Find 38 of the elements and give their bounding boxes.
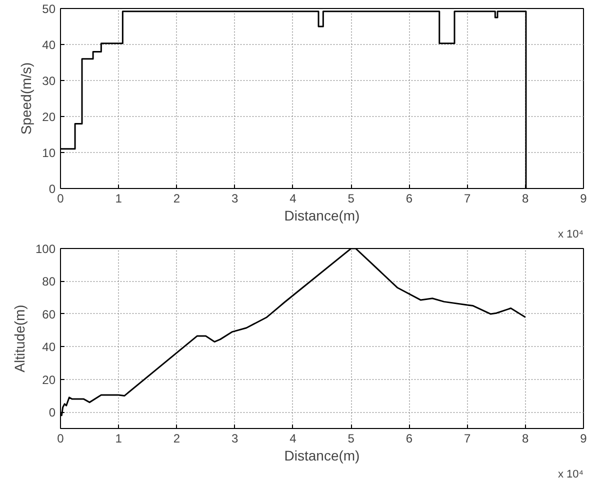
- y-tick-label: 100: [35, 242, 56, 256]
- x-tick-label: 1: [115, 432, 122, 446]
- y-tick-label: 20: [42, 372, 56, 387]
- x-tick-label: 5: [348, 192, 355, 206]
- y-tick-label: 0: [48, 406, 56, 420]
- x-tick-label: 0: [57, 192, 64, 206]
- x-tick-label: 9: [580, 192, 588, 206]
- y-tick-label: 40: [42, 38, 56, 52]
- x-tick-label: 6: [406, 192, 413, 206]
- x-tick-label: 3: [231, 432, 238, 446]
- text: x 10⁴: [558, 468, 584, 480]
- x-tick-label: 7: [464, 432, 471, 446]
- y-tick-label: 30: [42, 74, 56, 88]
- y-tick-label: 40: [42, 340, 56, 354]
- x-tick-label: 2: [173, 432, 180, 446]
- y-axis-title: Altitude(m): [11, 304, 28, 372]
- x-tick-label: 6: [406, 432, 413, 446]
- x-tick-label: 9: [580, 432, 588, 446]
- x-tick-label: 8: [522, 192, 530, 206]
- x-tick-label: 5: [348, 432, 355, 446]
- y-tick-label: 80: [42, 274, 56, 289]
- y-tick-label: 20: [42, 110, 56, 124]
- x-tick-label: 1: [115, 192, 122, 206]
- text: x 10⁴: [558, 228, 584, 240]
- x-tick-label: 2: [173, 192, 180, 206]
- x-tick-label: 4: [290, 432, 297, 446]
- x-tick-label: 8: [522, 432, 530, 446]
- x-axis-title: Distance(m): [284, 448, 360, 464]
- y-tick-label: 10: [42, 146, 56, 160]
- y-tick-label: 60: [42, 307, 56, 322]
- x-tick-label: 0: [57, 432, 64, 446]
- y-tick-label: 50: [42, 2, 56, 16]
- x-tick-label: 4: [290, 192, 297, 206]
- x-tick-label: 7: [464, 192, 471, 206]
- x-tick-label: 3: [231, 192, 238, 206]
- x-axis-title: Distance(m): [284, 208, 360, 224]
- y-axis-title: Speed(m/s): [18, 62, 34, 135]
- y-tick-label: 0: [48, 182, 56, 196]
